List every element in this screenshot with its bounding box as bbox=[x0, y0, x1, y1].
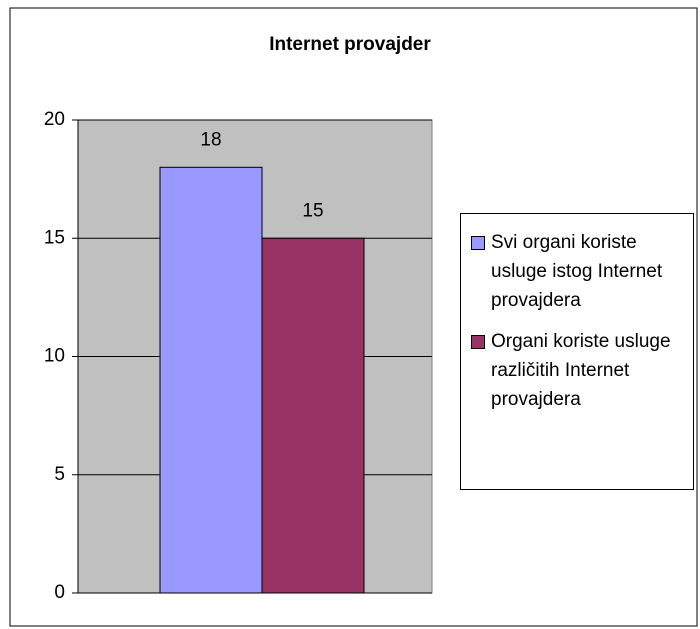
data-label: 18 bbox=[200, 129, 221, 150]
legend-label: Organi koriste usluge različitih Interne… bbox=[491, 331, 671, 410]
y-tick-label: 15 bbox=[44, 227, 65, 248]
legend-entry: Svi organi koriste usluge istog Internet… bbox=[471, 228, 689, 315]
data-label: 15 bbox=[302, 200, 323, 221]
legend-swatch bbox=[471, 236, 485, 250]
legend-label: Svi organi koriste usluge istog Internet… bbox=[491, 232, 663, 311]
y-tick-label: 5 bbox=[54, 464, 65, 485]
legend-swatch bbox=[471, 335, 485, 349]
bar bbox=[159, 166, 263, 594]
legend: Svi organi koriste usluge istog Internet… bbox=[460, 213, 694, 490]
y-tick-label: 10 bbox=[44, 346, 65, 367]
bar bbox=[261, 237, 365, 594]
legend-entry: Organi koriste usluge različitih Interne… bbox=[471, 327, 689, 414]
y-tick-label: 20 bbox=[44, 109, 65, 130]
chart-title: Internet provajder bbox=[269, 34, 431, 55]
y-tick-label: 0 bbox=[54, 582, 65, 603]
